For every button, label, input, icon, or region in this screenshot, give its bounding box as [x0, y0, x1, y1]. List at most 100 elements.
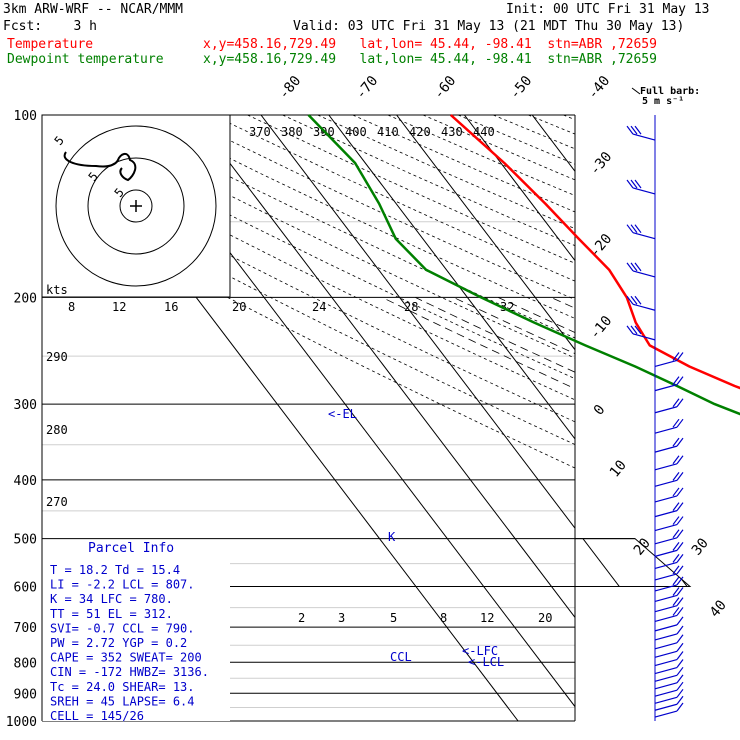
wind-barb-feather [626, 224, 634, 234]
dry-adiabat-line [212, 115, 690, 721]
pressure-tick-label: 300 [14, 398, 37, 413]
hodograph-ring [119, 189, 153, 223]
mixing-ratio-label: 12 [480, 611, 494, 625]
wind-barb-feather [630, 224, 638, 234]
wind-barb [654, 384, 678, 392]
wind-barb-feather [676, 542, 684, 551]
dry-adiabat-label: 290 [46, 350, 68, 364]
wind-barb [654, 666, 678, 675]
wind-barb [654, 359, 678, 368]
wind-barb-feather [676, 565, 684, 575]
parcel-info-row: K = 34 LFC = 780. [50, 592, 173, 606]
wind-barb-feather [676, 502, 684, 511]
pressure-tick-label: 700 [14, 621, 37, 636]
wind-barb-feather [676, 666, 684, 676]
wind-barb-feather [634, 125, 642, 135]
wind-barb-feather [676, 695, 684, 705]
parcel-info-row: CAPE = 352 SWEAT= 200 [50, 651, 202, 665]
isotherm-label: 30 [689, 535, 712, 558]
parcel-info-row: SVI= -0.7 CCL = 790. [50, 621, 195, 635]
isotherm-line [464, 115, 690, 721]
wind-barb-feather [676, 597, 684, 607]
wind-barb [654, 605, 678, 613]
wind-barb-feather [676, 642, 684, 652]
wind-barb-feather [634, 262, 642, 272]
wind-barb-feather [672, 516, 680, 525]
wind-barb [632, 133, 656, 141]
wind-legend-units: 5 m s⁻¹ [642, 96, 684, 107]
wind-barb-feather [626, 125, 634, 135]
wind-barbs [626, 125, 684, 718]
dewpoint-profile-line [307, 114, 740, 416]
isotherm-line [736, 115, 740, 721]
theta-e-label: 370 [249, 125, 271, 139]
dry-adiabat-line [42, 115, 690, 721]
isotherm-label: -20 [587, 231, 616, 261]
parcel-info-row: CIN = -172 HWBZ= 3136. [50, 665, 209, 679]
wind-barb-feather [634, 179, 642, 189]
wind-barb-feather [676, 659, 684, 668]
dry-adiabat-line [71, 115, 690, 721]
isotherm-label: -30 [587, 149, 616, 179]
parcel-info-box: Parcel Info T = 18.2 Td = 15.4LI = -2.2 L… [42, 539, 230, 723]
theta-e-label: 410 [377, 125, 399, 139]
wind-barb-feather [672, 418, 680, 428]
dry-adiabat-line [422, 115, 690, 721]
el-marker-label: <-EL [328, 407, 357, 421]
mixing-ratio-label: 2 [298, 611, 305, 625]
pressure-tick-label: 400 [14, 474, 37, 489]
isotherm-line [396, 115, 690, 721]
theta-e-label: 440 [473, 125, 495, 139]
pressure-tick-label: 1000 [6, 715, 37, 730]
wind-barb-feather [672, 437, 680, 447]
wind-barb-feather [672, 502, 680, 511]
isotherm-label: 40 [707, 597, 730, 620]
wind-barb-feather [634, 224, 642, 234]
wind-barb [632, 232, 656, 240]
wind-barb [654, 703, 678, 711]
wind-barb-feather [672, 554, 680, 563]
wind-barb [654, 445, 678, 453]
hodograph-units-label: kts [46, 283, 68, 297]
wind-barb-feather [672, 597, 680, 607]
wind-barb-feather [676, 471, 684, 481]
pressure-tick-label: 200 [14, 291, 37, 306]
wind-barb-feather [672, 376, 680, 385]
forecast-hour: Fcst: 3 h [3, 19, 97, 34]
speed-scale-label: 20 [232, 300, 246, 314]
mixing-ratio-label: 3 [338, 611, 345, 625]
parcel-info-row: PW = 2.72 YGP = 0.2 [50, 636, 187, 650]
isotherm-label: 0 [591, 402, 609, 419]
parcel-info-row: Tc = 24.0 SHEAR= 13. [50, 680, 195, 694]
isotherm-label: -70 [353, 73, 382, 103]
dry-adiabat-line [457, 115, 690, 721]
mixing-ratio-label: 5 [390, 611, 397, 625]
dry-adiabat-line [142, 115, 690, 721]
wind-barb [654, 510, 678, 518]
parcel-info-row: SREH = 45 LAPSE= 6.4 [50, 694, 195, 708]
wind-barb-feather [676, 398, 684, 408]
lcl-marker-label: <-LCL [468, 655, 504, 669]
dry-adiabat-line [598, 115, 690, 721]
wind-barb-feather [630, 125, 638, 135]
moist-adiabat-line [689, 297, 690, 721]
wind-barb [654, 682, 678, 690]
theta-e-label: 420 [409, 125, 431, 139]
wind-barb-feather [676, 651, 684, 660]
wind-barb-feather [676, 587, 684, 596]
wind-barb [654, 573, 678, 581]
wind-barb-feather [676, 625, 684, 635]
wind-barb-feather [672, 471, 680, 481]
isotherm-label: 10 [607, 457, 630, 480]
wind-barb [654, 594, 678, 603]
isotherm-label: -10 [587, 313, 616, 343]
wind-barb-feather [672, 542, 680, 551]
wind-barb-feather [676, 437, 684, 447]
wind-legend-barb [631, 87, 641, 95]
theta-e-label: 400 [345, 125, 367, 139]
wind-barb [654, 537, 678, 545]
wind-barb [654, 642, 678, 650]
wind-barb-feather [676, 376, 684, 385]
wind-barb-feather [676, 487, 684, 497]
wind-barb-feather [676, 681, 684, 691]
